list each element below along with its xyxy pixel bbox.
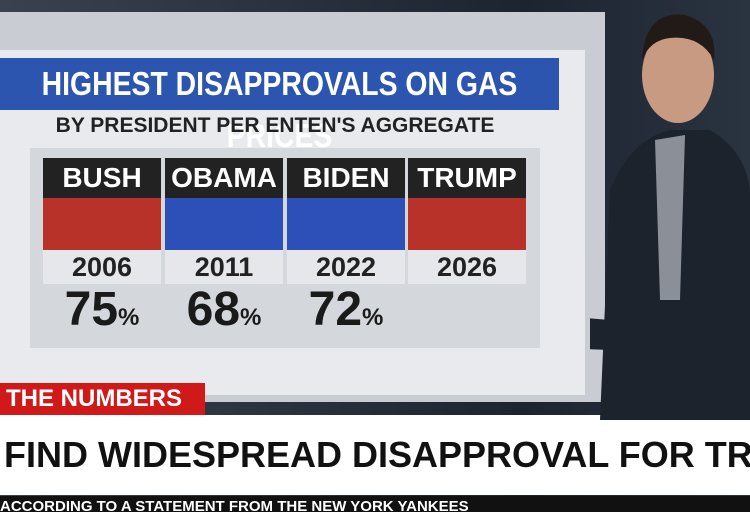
percent-value: 75 xyxy=(64,283,119,336)
president-photo xyxy=(408,198,526,250)
president-name: TRUMP xyxy=(408,158,526,198)
president-card: BUSH 2006 75% xyxy=(43,158,161,336)
percent-sign: % xyxy=(362,304,384,331)
news-ticker: ACCORDING TO A STATEMENT FROM THE NEW YO… xyxy=(0,496,750,512)
president-card: TRUMP 2026 xyxy=(408,158,526,336)
disapproval: 72% xyxy=(287,284,405,336)
president-photo xyxy=(165,198,283,250)
president-name: BUSH xyxy=(43,158,161,198)
year: 2026 xyxy=(408,250,526,284)
percent-value: 72 xyxy=(308,283,363,336)
president-name: BIDEN xyxy=(287,158,405,198)
percent-value: 68 xyxy=(186,283,241,336)
president-card: OBAMA 2011 68% xyxy=(165,158,283,336)
president-card: BIDEN 2022 72% xyxy=(287,158,405,336)
disapproval: 75% xyxy=(43,284,161,336)
graphic-subtitle: BY PRESIDENT PER ENTEN'S AGGREGATE xyxy=(55,114,495,137)
presenter xyxy=(590,14,750,420)
percent-sign: % xyxy=(240,304,262,331)
percent-sign: % xyxy=(118,304,140,331)
president-photo xyxy=(43,198,161,250)
disapproval: 68% xyxy=(165,284,283,336)
year: 2011 xyxy=(165,250,283,284)
year: 2022 xyxy=(287,250,405,284)
chyron-headline: FIND WIDESPREAD DISAPPROVAL FOR TRUMP ON… xyxy=(0,415,750,495)
graphic-title: HIGHEST DISAPPROVALS ON GAS PRICES xyxy=(0,58,559,154)
president-name: OBAMA xyxy=(165,158,283,198)
chyron-tag: THE NUMBERS xyxy=(0,383,205,415)
disapproval xyxy=(408,284,526,336)
year: 2006 xyxy=(43,250,161,284)
president-photo xyxy=(287,198,405,250)
